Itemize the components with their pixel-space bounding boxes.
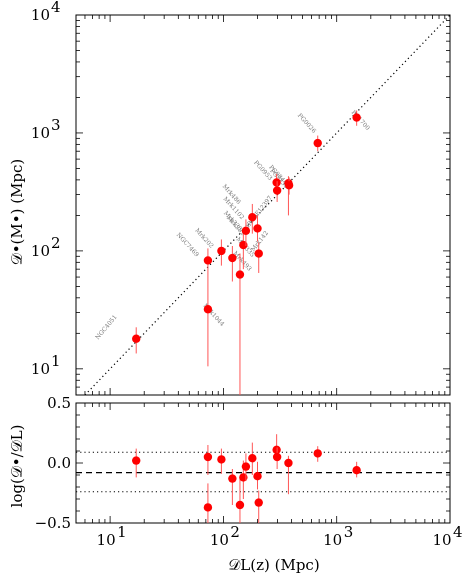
point-label-NGC4051: NGC4051 (94, 314, 119, 341)
top-y-tick-label-exponent: 3 (51, 116, 61, 134)
bottom-plot-frame (75, 402, 451, 524)
point-Mrk142 (254, 249, 263, 258)
point-PG0844 (284, 181, 294, 190)
residual-point-15 (352, 466, 361, 475)
bottom-y-tick-label: 0.0 (47, 454, 71, 472)
point-label-NGC7469: NGC7469 (175, 232, 200, 259)
residual-point-13 (284, 458, 293, 468)
residual-point-1 (203, 503, 213, 512)
point-Mrk202 (217, 246, 226, 256)
x-tick-label-exponent: 4 (453, 523, 463, 541)
top-y-tick-label: 10 (31, 360, 50, 378)
top-y-axis-label: 𝒟•(M•) (Mpc) (8, 159, 26, 266)
point-NGC4051 (132, 334, 141, 343)
residual-point-4 (228, 474, 237, 483)
top-plot-frame (75, 14, 451, 396)
residual-point-7 (241, 462, 251, 471)
point-label-IRASF12397: IRASF12397 (245, 194, 274, 229)
point-label-PG1700: PG1700 (350, 109, 371, 132)
point-Mrk382 (228, 253, 237, 263)
x-tick-label: 10 (323, 531, 342, 549)
x-tick-label: 10 (97, 531, 116, 549)
point-Mrk493 (235, 270, 245, 279)
point-Mrk1044 (203, 305, 213, 314)
point-IRASF12397 (253, 224, 262, 233)
point-PG0026b (313, 138, 322, 148)
top-y-tick-label-exponent: 1 (51, 352, 61, 370)
point-PG0953 (272, 186, 282, 195)
point-NGC7469 (203, 256, 213, 265)
x-tick-label-exponent: 3 (344, 523, 354, 541)
top-y-tick-label: 10 (31, 6, 50, 24)
residual-point-14 (313, 449, 322, 458)
top-y-tick-label: 10 (31, 242, 50, 260)
bottom-panel: −0.50.00.510 1 10 2 10 3 10 4 (35, 394, 463, 549)
residual-point-12 (272, 452, 282, 462)
residual-point-5 (235, 500, 245, 510)
residual-point-0 (132, 456, 141, 465)
residual-point-10 (254, 498, 263, 507)
point-PG1700 (352, 113, 361, 122)
top-y-tick-label: 10 (31, 124, 50, 142)
point-Mrk486 (248, 213, 257, 222)
x-tick-label-exponent: 2 (230, 523, 240, 541)
point-label-PG0026: PG0026 (296, 112, 317, 135)
residual-point-8 (248, 454, 257, 463)
x-tick-label: 10 (210, 531, 229, 549)
point-label-Mrk202: Mrk202 (193, 227, 214, 250)
bottom-y-axis-label: log(𝒟•/𝒟L) (8, 425, 26, 508)
x-tick-label: 10 (432, 531, 451, 549)
bottom-y-tick-label: −0.5 (35, 514, 71, 532)
residual-point-9 (253, 472, 262, 481)
residual-point-2 (203, 452, 213, 462)
top-y-tick-label-exponent: 4 (51, 0, 61, 16)
x-tick-label-exponent: 1 (117, 523, 127, 541)
residual-point-3 (217, 455, 226, 464)
bottom-y-tick-label: 0.5 (47, 394, 71, 412)
point-Mrk1102 (241, 226, 251, 236)
top-y-tick-label-exponent: 2 (51, 234, 61, 252)
x-axis-label: 𝒟L(z) (Mpc) (228, 556, 319, 574)
